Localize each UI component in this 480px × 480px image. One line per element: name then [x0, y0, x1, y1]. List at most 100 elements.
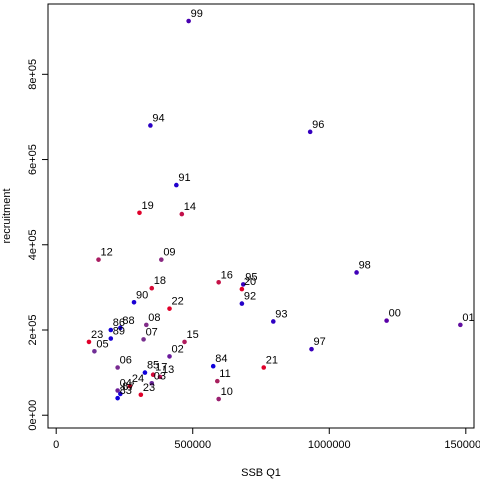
data-point-23 [86, 339, 92, 345]
point-label-99: 99 [191, 8, 203, 20]
point-label-07: 07 [146, 326, 158, 338]
data-point-18 [149, 285, 155, 291]
plot-frame [47, 3, 475, 429]
point-label-94: 94 [152, 112, 164, 124]
point-label-96: 96 [312, 119, 324, 131]
point-label-18: 18 [154, 275, 166, 287]
y-tick-label: 2e+05 [27, 315, 39, 346]
point-label-90: 90 [136, 289, 148, 301]
data-point-91 [174, 182, 179, 188]
data-point-23 [138, 392, 144, 398]
point-label-23: 23 [91, 329, 103, 341]
point-label-83: 83 [120, 385, 132, 397]
data-point-92 [239, 301, 245, 306]
data-point-04 [115, 388, 120, 393]
data-point-95 [240, 282, 246, 287]
data-point-16 [216, 279, 221, 285]
data-point-98 [354, 270, 359, 275]
y-axis-label: recruitment [1, 188, 13, 243]
data-point-90 [131, 299, 137, 305]
y-tick-label: 6e+05 [27, 144, 39, 175]
data-point-13 [157, 374, 163, 380]
point-label-20: 20 [244, 276, 256, 288]
data-point-88 [118, 325, 123, 331]
point-label-10: 10 [221, 386, 233, 398]
data-point-11 [215, 378, 220, 384]
data-point-15 [182, 339, 187, 345]
data-point-22 [167, 306, 172, 311]
point-label-95: 95 [245, 271, 257, 283]
point-label-24: 24 [132, 373, 144, 385]
data-point-02 [167, 354, 172, 359]
y-tick-label: 0e+00 [27, 400, 39, 431]
data-point-19 [137, 210, 142, 216]
x-axis-label: SSB Q1 [241, 467, 281, 479]
data-point-86 [108, 327, 114, 333]
data-point-99 [186, 18, 191, 24]
y-tick-label: 4e+05 [27, 229, 39, 260]
point-label-86: 86 [113, 317, 125, 329]
point-label-15: 15 [187, 329, 199, 341]
data-point-05 [92, 348, 97, 354]
y-tick-label: 8e+05 [27, 59, 39, 90]
data-point-10 [216, 396, 221, 402]
data-point-84 [210, 363, 216, 369]
data-point-24 [127, 383, 133, 389]
data-point-21 [261, 365, 267, 370]
point-label-16: 16 [221, 269, 233, 281]
y-axis: 0e+00 2e+05 4e+05 6e+05 8e+05 [27, 59, 48, 431]
point-label-13: 13 [162, 364, 174, 376]
data-point-01 [458, 322, 463, 328]
data-point-12 [96, 257, 101, 262]
data-point-20 [239, 286, 245, 292]
point-label-88: 88 [122, 315, 134, 327]
point-label-87: 87 [122, 381, 134, 393]
data-point-93 [270, 319, 276, 324]
point-label-03: 03 [154, 370, 166, 382]
point-label-04: 04 [120, 378, 132, 390]
point-label-92: 92 [244, 291, 256, 303]
data-point-87 [118, 391, 123, 397]
data-point-85 [142, 370, 148, 375]
data-point-89 [108, 336, 114, 341]
data-points [86, 18, 463, 402]
point-label-11: 11 [219, 368, 230, 380]
x-tick-label: 1000000 [308, 439, 351, 451]
data-point-09 [159, 257, 164, 262]
point-label-19: 19 [141, 200, 153, 212]
point-label-97: 97 [314, 336, 326, 348]
point-label-12: 12 [101, 247, 113, 259]
point-label-98: 98 [359, 259, 371, 271]
point-label-09: 09 [163, 247, 175, 259]
point-label-17: 17 [155, 362, 167, 374]
data-point-07 [141, 337, 146, 342]
point-label-85: 85 [147, 360, 159, 372]
data-point-14 [179, 211, 185, 217]
point-label-93: 93 [275, 308, 287, 320]
data-point-08 [144, 322, 149, 328]
data-point-00 [384, 318, 389, 323]
x-tick-label: 0 [53, 439, 59, 451]
point-label-14: 14 [184, 201, 196, 213]
point-label-00: 00 [389, 308, 401, 320]
point-label-21: 21 [266, 354, 278, 366]
point-label-91: 91 [178, 172, 190, 184]
point-label-89: 89 [113, 326, 125, 338]
data-point-06 [115, 365, 120, 370]
point-label-08: 08 [148, 312, 160, 324]
point-label-22: 22 [172, 296, 184, 308]
data-point-94 [148, 123, 153, 128]
point-label-84: 84 [215, 353, 227, 365]
point-label-23: 23 [143, 382, 155, 394]
x-tick-label: 500000 [174, 439, 211, 451]
data-point-03 [149, 380, 155, 386]
data-point-17 [150, 372, 156, 378]
data-point-96 [307, 129, 313, 135]
point-label-06: 06 [120, 354, 132, 366]
data-point-83 [115, 395, 120, 401]
point-label-02: 02 [172, 343, 184, 355]
